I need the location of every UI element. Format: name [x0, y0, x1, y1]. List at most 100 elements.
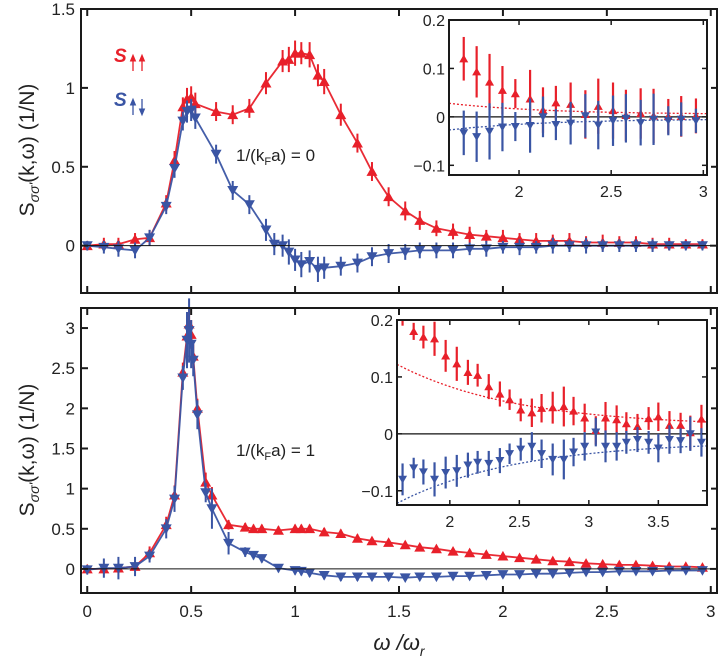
- opposite_spin-marker: [177, 373, 189, 384]
- bottom-annotation-pre: 1/(k: [236, 441, 265, 460]
- inset-y-tick-label: 0.2: [423, 13, 445, 30]
- opposite_spin-marker: [200, 488, 212, 498]
- opposite_spin-marker: [447, 246, 459, 256]
- opposite_spin-marker: [191, 410, 203, 420]
- same_spin-marker: [447, 546, 459, 556]
- opposite_spin-marker: [399, 247, 411, 258]
- opposite_spin-marker: [295, 260, 307, 270]
- same_spin-marker: [272, 525, 284, 535]
- same_spin-marker: [383, 537, 395, 547]
- opposite_spin-marker: [430, 246, 442, 256]
- opposite_spin-marker: [185, 105, 197, 116]
- y-tick-label: 2: [66, 399, 75, 418]
- opposite_spin-marker: [256, 554, 268, 564]
- opposite_spin-inset-marker: [591, 428, 601, 437]
- opposite_spin-inset-marker: [644, 438, 654, 447]
- opposite_spin-marker: [335, 572, 347, 583]
- inset-y-tick-label: 0.2: [371, 313, 393, 330]
- top-annotation-post: a) = 0: [271, 146, 315, 165]
- same_spin-marker: [210, 106, 222, 116]
- same_spin-marker: [547, 555, 559, 566]
- bottom-annotation-post: a) = 1: [271, 441, 315, 460]
- opposite_spin-inset-marker: [691, 117, 701, 126]
- opposite_spin-marker: [223, 538, 235, 549]
- inset-x-tick-label: 3: [584, 514, 593, 531]
- opposite_spin-inset-marker: [566, 119, 576, 128]
- same_spin-inset-marker: [527, 408, 537, 417]
- x-tick-label: 2: [498, 602, 507, 621]
- bottom-ylabel: Sσσ'(k,ω) (1/N): [16, 384, 42, 517]
- same_spin-inset-marker: [580, 413, 590, 422]
- top-annotation: 1/(kFa) = 0: [236, 146, 315, 168]
- opposite_spin-marker: [206, 504, 218, 514]
- same_spin-marker: [563, 556, 575, 567]
- inset-x-tick-label: 2: [445, 514, 454, 531]
- opposite_spin-marker: [497, 570, 509, 580]
- opposite_spin-marker: [187, 355, 199, 366]
- same_spin-marker: [227, 109, 239, 120]
- inset-x-tick-label: 2.5: [508, 514, 530, 531]
- inset-y-tick-label: 0.1: [371, 370, 393, 387]
- bottom-ylabel-main: S: [16, 502, 39, 516]
- opposite_spin-marker: [366, 572, 378, 583]
- opposite_spin-marker: [399, 573, 411, 583]
- opposite_spin-marker: [464, 244, 476, 255]
- same_spin-inset-marker: [612, 415, 622, 424]
- opposite_spin-inset-marker: [548, 455, 558, 464]
- opposite_spin-marker: [514, 570, 526, 580]
- opposite_spin-inset-marker: [537, 450, 547, 459]
- opposite_spin-inset-marker: [663, 117, 673, 126]
- opposite_spin-marker: [414, 246, 426, 256]
- bottom-ticks: 0 0.5 1 1.5 2 2.5 3 0 0.5 1 1.5 2 2.5 3: [51, 308, 717, 621]
- same_spin-marker: [399, 539, 411, 550]
- same_spin-inset-marker: [548, 403, 558, 412]
- same_spin-inset-marker: [485, 77, 495, 86]
- same_spin-inset-marker: [601, 413, 611, 422]
- opposite_spin-inset-marker: [636, 119, 646, 127]
- opposite_spin-inset-marker: [525, 121, 535, 130]
- opposite_spin-marker: [177, 116, 189, 127]
- opposite_spin-marker: [260, 225, 272, 236]
- opposite_spin-marker: [366, 252, 378, 262]
- same_spin-inset-marker: [418, 332, 428, 341]
- same_spin-inset-marker: [537, 403, 547, 412]
- opposite_spin-inset-marker: [516, 445, 526, 454]
- same_spin-marker: [129, 234, 141, 244]
- bottom-main-marks: [81, 298, 708, 583]
- opposite_spin-inset-marker: [459, 129, 469, 138]
- top-ylabel-rest: (k,ω) (1/N): [16, 84, 39, 183]
- same_spin-marker: [312, 70, 324, 80]
- opposite_spin-inset-marker: [612, 442, 622, 451]
- y-tick-label: 0: [66, 237, 75, 256]
- opposite_spin-inset-marker: [580, 442, 590, 451]
- same_spin-marker: [597, 558, 609, 569]
- opposite_spin-marker: [81, 565, 93, 575]
- inset-frame: [448, 19, 708, 176]
- same_spin-inset-marker: [653, 412, 663, 421]
- same_spin-marker: [414, 215, 426, 225]
- fit-same_spin-curve: [396, 363, 708, 423]
- opposite_spin-marker: [414, 572, 426, 583]
- y-tick-label: 3: [66, 319, 75, 338]
- same_spin-inset-marker: [516, 405, 526, 414]
- opposite_spin-marker: [530, 569, 542, 579]
- same_spin-marker: [318, 76, 330, 86]
- same_spin-marker: [295, 47, 307, 58]
- opposite_spin-marker: [447, 571, 459, 582]
- opposite_spin-marker: [597, 567, 609, 578]
- opposite_spin-inset-marker: [664, 435, 674, 444]
- same_spin-inset-marker: [505, 395, 515, 404]
- x-tick-label: 0.5: [179, 602, 203, 621]
- fit-same_spin-curve: [448, 102, 707, 115]
- opposite_spin-marker: [312, 264, 324, 275]
- opposite_spin-inset-marker: [527, 442, 537, 451]
- opposite_spin-marker: [304, 568, 316, 579]
- y-tick-label: 1.5: [51, 439, 75, 458]
- opposite_spin-inset-marker: [685, 430, 695, 439]
- opposite_spin-inset-marker: [608, 117, 618, 126]
- y-tick-label: 0: [66, 560, 75, 579]
- opposite_spin-marker: [480, 244, 492, 255]
- opposite_spin-inset-marker: [653, 444, 663, 453]
- same_spin-marker: [464, 229, 476, 240]
- same_spin-inset-marker: [473, 370, 483, 379]
